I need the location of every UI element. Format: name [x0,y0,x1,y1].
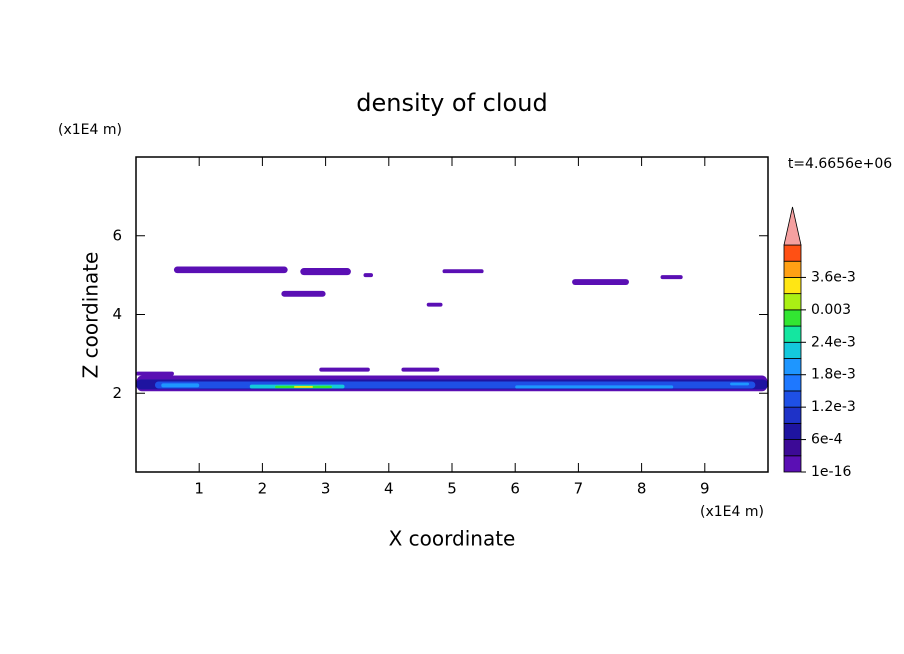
colorbar-tick-label: 2.4e-3 [811,334,856,350]
colorbar-band [783,455,802,473]
x-tick-label: 9 [700,480,710,498]
colorbar-band [783,341,802,359]
colorbar-band [783,293,802,311]
colorbar-band [783,374,802,392]
contour-patch [442,269,484,274]
x-tick-label: 7 [574,480,584,498]
x-tick-label: 1 [194,480,204,498]
colorbar-band [783,277,802,295]
contour-patch [572,279,629,285]
colorbar-band [783,244,802,262]
contour-patch [660,275,683,280]
colorbar-band [783,325,802,343]
x-tick-label: 8 [637,480,647,498]
colorbar-band [783,406,802,424]
colorbar-band [783,439,802,457]
colorbar-tick-label: 1e-16 [811,464,851,480]
colorbar-tick-label: 0.003 [811,302,851,318]
colorbar-tick-label: 1.8e-3 [811,367,856,383]
y-axis-label: Z coordinate [79,252,103,379]
contour-patch [161,383,200,388]
contour-patch [363,273,373,278]
colorbar-band [783,422,802,440]
y-tick-label: 2 [112,384,122,402]
contour-patch [300,268,351,276]
contour-patch [281,290,326,297]
contour-patch [319,367,370,372]
contour-patch [173,266,288,274]
contour-patch [294,386,313,388]
colorbar-extension [783,206,802,246]
colorbar-tick-label: 1.2e-3 [811,399,856,415]
y-tick-label: 4 [112,305,122,323]
colorbar-tick-label: 6e-4 [811,432,843,448]
contour-patch [730,382,750,386]
contour-patch [426,302,443,307]
contour-patch [515,385,674,389]
contour-patch [136,371,174,376]
x-tick-label: 4 [384,480,394,498]
plot-frame [135,156,769,473]
x-tick-label: 6 [510,480,520,498]
y-unit: (x1E4 m) [58,122,122,138]
x-tick-label: 2 [258,480,268,498]
colorbar-band [783,390,802,408]
colorbar-band [783,260,802,278]
x-tick-label: 5 [447,480,457,498]
x-tick-label: 3 [321,480,331,498]
chart-title: density of cloud [356,89,547,117]
contour-patch [401,367,440,372]
x-unit: (x1E4 m) [700,504,764,520]
colorbar-band [783,358,802,376]
time-label: t=4.6656e+06 [788,156,892,172]
colorbar-band [783,309,802,327]
y-tick-label: 6 [112,226,122,244]
x-axis-label: X coordinate [389,527,516,551]
colorbar-tick-label: 3.6e-3 [811,269,856,285]
